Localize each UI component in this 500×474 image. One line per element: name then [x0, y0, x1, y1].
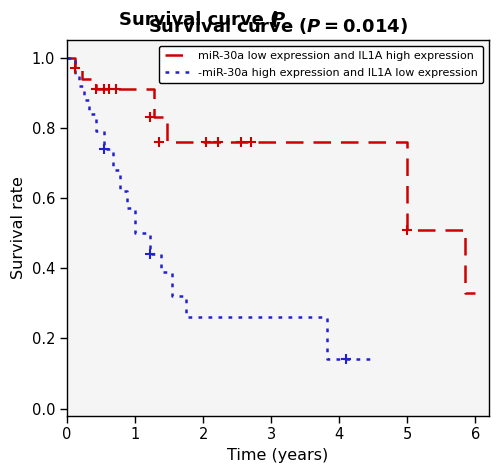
- Title: $\bf{Survival\ curve\ (}$$\bfit{P}$$\bf{=0.014)}$: $\bf{Survival\ curve\ (}$$\bfit{P}$$\bf{…: [148, 16, 408, 36]
- Text: P: P: [272, 11, 284, 29]
- X-axis label: Time (years): Time (years): [228, 448, 328, 463]
- Text: Survival curve (: Survival curve (: [118, 11, 278, 29]
- Y-axis label: Survival rate: Survival rate: [11, 176, 26, 279]
- Legend: miR-30a low expression and IL1A high expression, -miR-30a high expression and IL: miR-30a low expression and IL1A high exp…: [159, 46, 484, 83]
